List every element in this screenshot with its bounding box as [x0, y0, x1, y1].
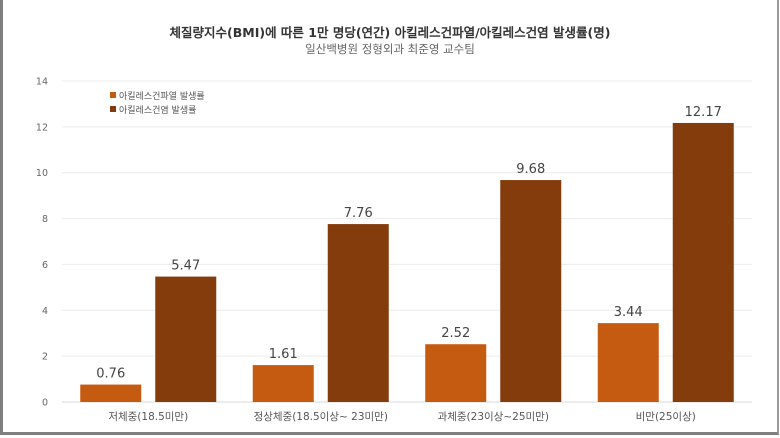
legend-swatch — [110, 106, 116, 112]
data-label: 5.47 — [171, 259, 200, 274]
y-tick-label: 4 — [42, 306, 48, 317]
legend-swatch — [110, 92, 116, 98]
bar — [425, 344, 487, 402]
x-tick-label: 정상체중(18.5이상~ 23미만) — [254, 411, 388, 423]
y-tick-label: 0 — [42, 398, 48, 409]
legend: 아킬레스건파열 발생률 아킬레스건염 발생률 — [110, 88, 205, 116]
y-tick-label: 12 — [36, 122, 48, 133]
y-tick-label: 2 — [42, 352, 48, 363]
bar — [500, 180, 562, 402]
y-tick-label: 6 — [42, 260, 48, 271]
data-label: 12.17 — [685, 105, 722, 120]
y-tick-label: 10 — [36, 168, 48, 179]
x-tick-label: 저체중(18.5미만) — [108, 411, 188, 423]
data-label: 9.68 — [516, 162, 545, 177]
data-label: 3.44 — [614, 305, 643, 320]
bar — [252, 365, 314, 402]
bar — [327, 224, 389, 402]
legend-item: 아킬레스건염 발생률 — [110, 102, 205, 116]
bar — [80, 384, 142, 402]
bar — [155, 276, 217, 402]
bar — [597, 323, 659, 402]
legend-item: 아킬레스건파열 발생률 — [110, 88, 205, 102]
chart-subtitle: 일산백병원 정형외과 최준영 교수팀 — [305, 42, 475, 56]
legend-label: 아킬레스건파열 발생률 — [119, 91, 205, 102]
y-tick-label: 8 — [42, 214, 48, 225]
y-tick-label: 14 — [36, 77, 48, 88]
chart-title: 체질량지수(BMI)에 따른 1만 명당(연간) 아킬레스건파열/아킬레스건염 … — [169, 25, 611, 40]
data-label: 2.52 — [441, 326, 470, 341]
data-label: 7.76 — [344, 206, 373, 221]
bar — [672, 122, 734, 402]
data-label: 0.76 — [96, 367, 125, 382]
x-tick-label: 비만(25이상) — [636, 411, 696, 423]
data-label: 1.61 — [269, 347, 298, 362]
legend-label: 아킬레스건염 발생률 — [119, 105, 197, 116]
x-tick-label: 과체중(23이상~25미만) — [438, 411, 549, 423]
